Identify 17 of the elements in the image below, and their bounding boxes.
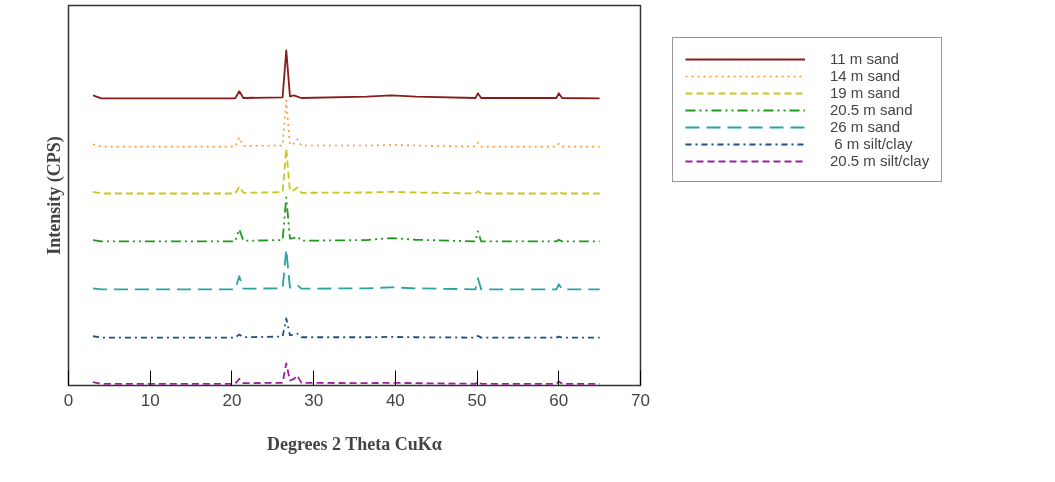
x-tick-label: 20 <box>222 390 242 410</box>
x-tick-label: 10 <box>140 390 160 410</box>
x-axis-title: Degrees 2 Theta CuKα <box>266 433 442 454</box>
text: 20.5 m sand <box>830 101 913 118</box>
text: 19 m sand <box>830 84 901 101</box>
x-tick-label: 50 <box>467 390 487 410</box>
text: 26 m sand <box>830 118 901 135</box>
x-tick-label: 30 <box>304 390 324 410</box>
text: 20.5 m silt/clay <box>830 152 930 169</box>
x-tick-label: 40 <box>385 390 405 410</box>
x-tick-label: 0 <box>63 390 74 410</box>
text: 11 m sand <box>830 50 899 67</box>
y-axis-title: Intensity (CPS) <box>43 136 65 255</box>
text: 14 m sand <box>830 67 901 84</box>
text: 6 m silt/clay <box>833 135 913 152</box>
x-tick-label: 60 <box>549 390 569 410</box>
x-tick-label: 70 <box>631 390 650 410</box>
